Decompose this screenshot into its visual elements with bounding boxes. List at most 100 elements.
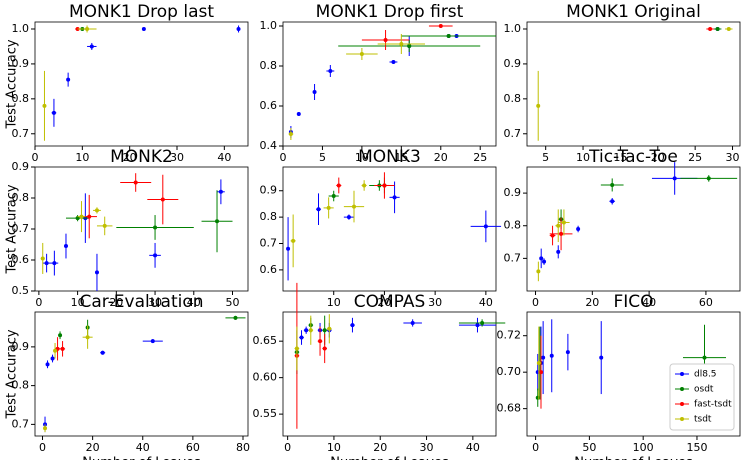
y-axis-label: Test Accuracy [5, 329, 20, 419]
plot-frame [526, 311, 741, 437]
point [58, 333, 63, 338]
point [312, 90, 317, 94]
legend-marker [680, 372, 684, 376]
point [63, 244, 68, 249]
y-tick-label: 0.8 [504, 92, 522, 105]
y-tick-label: 0.68 [497, 402, 522, 415]
y-tick-label: 1.0 [260, 19, 278, 32]
legend-label: fast-tsdt [694, 400, 732, 410]
x-tick-label: 20 [86, 441, 100, 454]
x-tick-label: 20 [109, 296, 123, 309]
panel-title: MONK1 Drop last [69, 2, 214, 22]
point [726, 26, 731, 31]
point [288, 132, 293, 136]
point [382, 183, 387, 188]
y-tick-label: 0.9 [12, 160, 30, 173]
y-tick-label: 0.8 [12, 92, 30, 105]
legend-label: dl8.5 [694, 370, 717, 380]
x-tick-label: 10 [75, 151, 89, 164]
point [549, 353, 554, 358]
x-tick-label: 50 [226, 296, 240, 309]
point [160, 197, 165, 202]
x-tick-label: 30 [170, 151, 184, 164]
x-tick-label: 100 [633, 441, 654, 454]
point [45, 362, 50, 367]
point [538, 370, 543, 375]
plot-frame [34, 166, 249, 292]
point [53, 348, 58, 353]
point [215, 219, 220, 224]
x-tick-label: 80 [236, 441, 250, 454]
point [50, 356, 55, 361]
y-tick-label: 0.8 [12, 191, 30, 204]
x-tick-label: 30 [428, 296, 442, 309]
x-tick-label: 40 [642, 296, 656, 309]
point [561, 220, 566, 225]
point [316, 207, 321, 212]
point [85, 26, 90, 31]
y-tick-label: 0.7 [504, 251, 522, 264]
point [233, 315, 238, 320]
point [141, 26, 146, 31]
y-tick-label: 0.9 [504, 57, 522, 70]
point [294, 346, 299, 351]
y-tick-label: 0.6 [12, 253, 30, 266]
point [483, 224, 488, 229]
x-tick-label: 25 [688, 151, 702, 164]
y-tick-label: 0.6 [260, 99, 278, 112]
point [318, 339, 323, 344]
x-axis-label: Number of Leaves [574, 456, 693, 460]
point [475, 323, 480, 328]
y-tick-label: 1.0 [12, 22, 30, 35]
y-tick-label: 0.9 [260, 184, 278, 197]
legend-marker [680, 417, 684, 421]
y-tick-label: 0.9 [12, 340, 30, 353]
y-tick-label: 0.60 [253, 371, 278, 384]
point [51, 110, 56, 115]
x-tick-label: 20 [434, 151, 448, 164]
point [362, 183, 367, 188]
point [326, 205, 331, 210]
x-tick-label: 60 [699, 296, 713, 309]
point [410, 320, 415, 325]
y-tick-label: 0.7 [12, 127, 30, 140]
point [322, 346, 327, 351]
x-tick-label: 25 [473, 151, 487, 164]
x-tick-label: 40 [466, 441, 480, 454]
x-tick-label: 0 [284, 441, 291, 454]
point [304, 328, 309, 333]
point [392, 195, 397, 200]
x-tick-label: 20 [377, 296, 391, 309]
legend-label: tsdt [694, 415, 712, 425]
x-tick-label: 0 [32, 151, 39, 164]
point [327, 326, 332, 331]
point [322, 328, 327, 333]
point [550, 233, 555, 238]
point [150, 339, 155, 344]
point [536, 269, 541, 274]
y-tick-label: 0.8 [504, 219, 522, 232]
panel-title: MONK1 Drop first [316, 2, 464, 22]
y-tick-label: 0.4 [260, 139, 278, 152]
x-tick-label: 20 [651, 151, 665, 164]
point [66, 77, 71, 82]
plot-frame [282, 21, 497, 147]
plot-frame [282, 166, 497, 292]
x-tick-label: 10 [327, 296, 341, 309]
point [100, 350, 105, 355]
point [291, 238, 296, 243]
point [599, 355, 604, 360]
point [391, 60, 396, 64]
point [715, 26, 720, 31]
y-tick-label: 0.72 [497, 329, 522, 342]
panel-title: Tic-Tac-Toe [588, 147, 678, 167]
y-axis-label: Test Accuracy [5, 184, 20, 274]
point [359, 52, 364, 56]
plot-frame [526, 21, 741, 147]
point [610, 199, 615, 204]
y-tick-label: 0.7 [12, 222, 30, 235]
point [153, 253, 158, 258]
point [52, 261, 57, 266]
point [672, 176, 677, 181]
